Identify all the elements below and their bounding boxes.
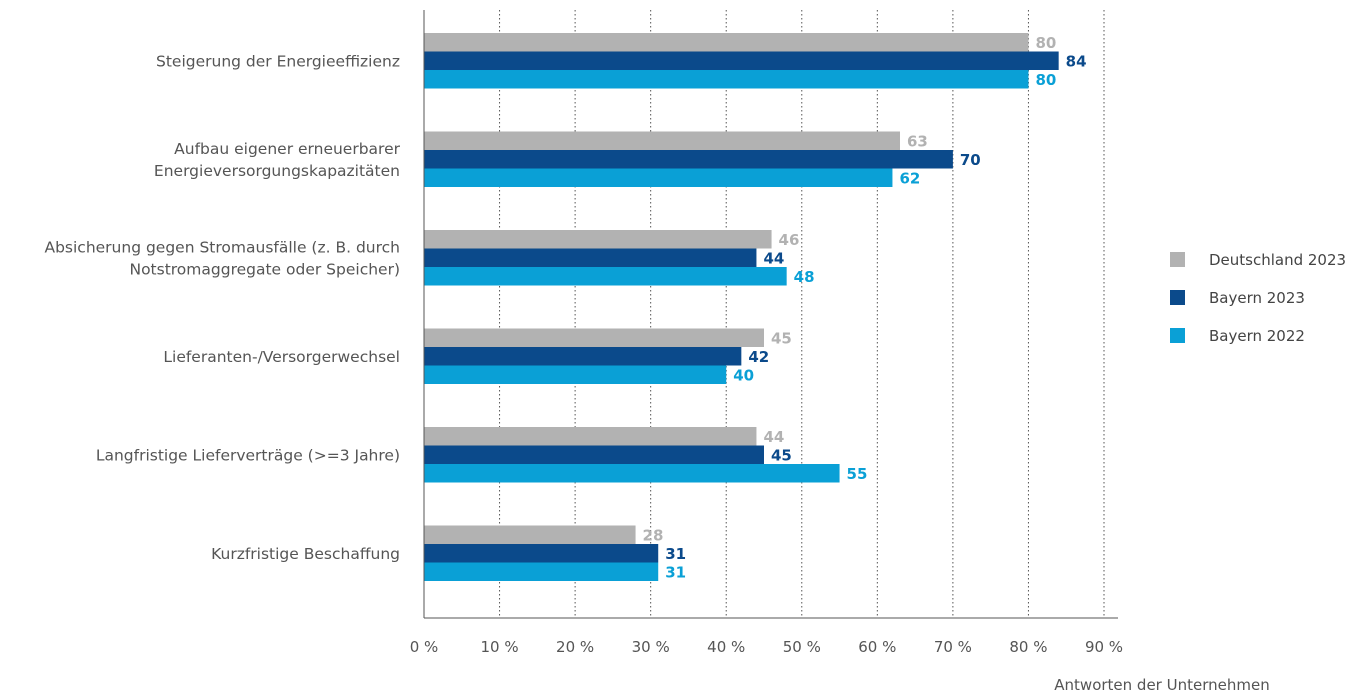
x-tick-label: 60 %	[858, 638, 896, 656]
x-tick-label: 80 %	[1009, 638, 1047, 656]
bar	[424, 168, 893, 187]
bar	[424, 427, 757, 446]
grid-lines	[499, 10, 1105, 618]
category-label: Lieferanten-/Versorgerwechsel	[163, 348, 400, 366]
x-tick-label: 90 %	[1085, 638, 1123, 656]
value-label: 42	[748, 348, 769, 366]
x-tick-label: 40 %	[707, 638, 745, 656]
x-tick-label: 10 %	[481, 638, 519, 656]
category-label: Langfristige Lieferverträge (>=3 Jahre)	[96, 446, 400, 464]
bar	[424, 562, 659, 581]
bars-group	[424, 33, 1059, 581]
value-label: 45	[771, 329, 792, 347]
value-label: 28	[643, 526, 664, 544]
category-label: Energieversorgungskapazitäten	[154, 162, 400, 180]
bar	[424, 51, 1059, 70]
value-label: 70	[960, 151, 981, 169]
value-label: 48	[794, 268, 815, 286]
value-label: 84	[1066, 52, 1087, 70]
category-label: Notstromaggregate oder Speicher)	[129, 260, 400, 278]
category-label: Kurzfristige Beschaffung	[211, 545, 400, 563]
value-label: 55	[847, 465, 868, 483]
value-label: 31	[665, 563, 686, 581]
bar	[424, 70, 1029, 89]
value-label: 80	[1035, 71, 1056, 89]
bar	[424, 365, 727, 384]
bar	[424, 267, 787, 286]
x-axis-label: Antworten der Unternehmen	[1054, 676, 1269, 694]
bar	[424, 445, 764, 464]
x-tick-label: 70 %	[934, 638, 972, 656]
value-label: 80	[1035, 34, 1056, 52]
value-label: 62	[899, 169, 920, 187]
x-axis: 0 % 10 % 20 % 30 % 40 % 50 % 60 % 70 % 80 % 90 %	[410, 10, 1123, 656]
bar	[424, 150, 953, 169]
legend-swatch	[1170, 290, 1185, 305]
x-tick-label: 50 %	[783, 638, 821, 656]
value-label: 44	[763, 428, 784, 446]
category-label: Aufbau eigener erneuerbarer	[174, 140, 400, 158]
bar	[424, 131, 900, 150]
bar	[424, 347, 742, 366]
value-label: 45	[771, 446, 792, 464]
bar	[424, 328, 764, 347]
x-tick-label: 20 %	[556, 638, 594, 656]
legend-label: Deutschland 2023	[1209, 251, 1346, 269]
category-label: Absicherung gegen Stromausfälle (z. B. d…	[44, 238, 400, 256]
value-label: 46	[779, 231, 800, 249]
bar	[424, 525, 636, 544]
x-tick-label: 0 %	[410, 638, 439, 656]
legend-label: Bayern 2022	[1209, 327, 1305, 345]
bar	[424, 248, 757, 267]
bar	[424, 464, 840, 483]
category-label: Steigerung der Energieeffizienz	[156, 52, 400, 70]
bar	[424, 544, 659, 563]
legend-swatch	[1170, 252, 1185, 267]
value-label: 40	[733, 366, 754, 384]
value-label: 63	[907, 132, 928, 150]
bar	[424, 33, 1029, 52]
category-labels-group: Steigerung der Energieeffizienz Aufbau ei…	[44, 52, 400, 563]
legend: Deutschland 2023 Bayern 2023 Bayern 2022	[1170, 251, 1346, 345]
value-label: 31	[665, 545, 686, 563]
x-tick-label: 30 %	[632, 638, 670, 656]
legend-label: Bayern 2023	[1209, 289, 1305, 307]
value-label: 44	[763, 249, 784, 267]
bar	[424, 230, 772, 249]
legend-swatch	[1170, 328, 1185, 343]
